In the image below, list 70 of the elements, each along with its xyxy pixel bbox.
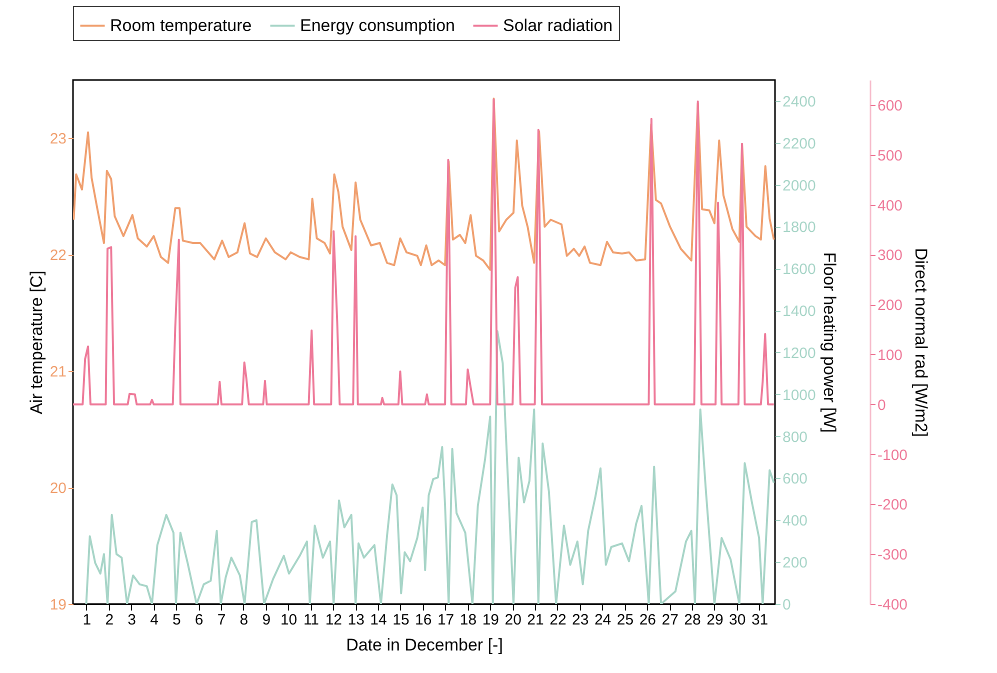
y2-tick-label: 800 [782,428,808,446]
x-tick-label: 23 [572,612,589,628]
y2-tick-label: 0 [782,596,791,614]
y2-tick-label: 1000 [782,386,816,404]
y-tick-label: 22 [50,247,66,264]
x-tick-label: 12 [325,612,342,628]
x-tick-label: 30 [729,612,746,628]
x-tick-label: 20 [504,612,522,628]
y3-tick-label: -400 [878,596,908,614]
y3-tick-label: 400 [878,197,903,214]
x-tick-label: 10 [280,612,298,628]
y3-tick-label: 0 [878,396,886,414]
y-tick-label: 21 [50,364,66,381]
x-tick-label: 19 [482,612,500,628]
x-tick-label: 11 [303,612,320,628]
y2-tick-label: 2400 [782,93,816,110]
x-axis-title: Date in December [-] [346,636,503,654]
x-tick-label: 29 [706,612,724,628]
x-tick-label: 18 [460,612,477,628]
legend-label: Energy consumption [300,16,455,35]
y2-axis-title: Floor heating power [W] [820,252,839,433]
y3-tick-label: 500 [878,147,903,164]
y2-tick-label: 600 [782,470,808,488]
y-axis-title: Air temperature [C] [26,270,46,414]
y2-tick-label: 2000 [782,177,816,194]
y2-tick-label: 1200 [782,344,816,362]
x-tick-label: 8 [240,612,248,628]
x-tick-label: 3 [128,612,136,628]
x-tick-label: 31 [751,612,768,628]
y2-tick-label: 1600 [782,261,816,278]
x-tick-label: 4 [150,612,158,628]
x-tick-label: 24 [594,612,612,628]
legend-label: Solar radiation [503,16,613,35]
x-tick-label: 6 [194,612,204,628]
y2-tick-label: 200 [782,554,808,572]
legend-label: Room temperature [110,16,252,35]
x-tick-label: 14 [370,612,387,628]
x-tick-label: 22 [550,612,566,628]
y2-tick-label: 1400 [782,303,816,320]
y3-tick-label: -200 [878,496,908,514]
y3-tick-label: -300 [878,546,908,564]
y3-tick-label: -100 [878,446,908,464]
x-tick-label: 15 [392,612,410,628]
x-tick-label: 17 [437,612,454,628]
y3-tick-label: 100 [878,346,903,364]
line-series [73,98,775,271]
y-tick-label: 19 [50,596,66,614]
y3-axis-title: Direct normal rad [W/m2] [912,248,931,437]
y2-tick-label: 2200 [782,135,816,152]
x-tick-label: 26 [639,612,656,628]
x-tick-label: 28 [684,612,701,628]
x-tick-label: 9 [262,612,271,628]
x-tick-label: 7 [217,612,226,628]
y3-tick-label: 300 [878,247,903,264]
y3-tick-label: 200 [878,297,903,314]
line-series [85,330,775,604]
y3-tick-label: 600 [878,97,903,114]
x-tick-label: 16 [415,612,432,628]
x-tick-label: 1 [82,612,92,628]
line-series [73,98,775,406]
y2-tick-label: 400 [782,512,808,530]
x-tick-label: 27 [662,612,678,628]
x-tick-label: 25 [616,612,634,628]
y-tick-label: 20 [50,480,66,498]
x-tick-label: 5 [172,612,181,628]
x-tick-label: 21 [527,612,544,628]
y2-tick-label: 1800 [782,219,816,236]
y-tick-label: 23 [50,130,66,148]
x-tick-label: 2 [105,612,114,628]
x-tick-label: 13 [348,612,364,628]
